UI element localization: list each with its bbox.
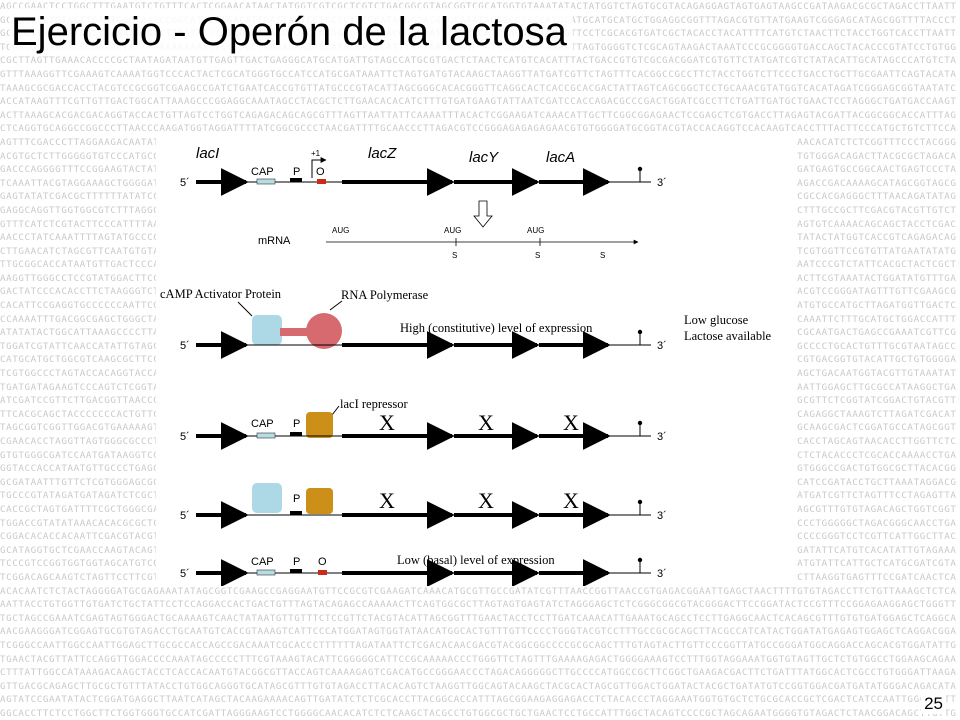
- blocked-x-lacy: X: [478, 488, 494, 513]
- stop-label-1: S: [452, 251, 457, 260]
- laci-repressor-label: lacI repressor: [340, 397, 409, 411]
- aug-label-1: AUG: [332, 226, 349, 235]
- basal-expression-row: CAP P O Low (basal) level of expression …: [180, 553, 667, 586]
- slide-title: Ejercicio - Operón de la lactosa: [9, 8, 573, 56]
- terminator-icon: [637, 166, 643, 172]
- cap-site-box: [256, 569, 276, 576]
- tss-plus1-label: +1: [311, 149, 321, 158]
- cap-label: CAP: [251, 418, 274, 430]
- low-expression-label: Low (basal) level of expression: [397, 553, 555, 567]
- repressor-bound-row: lacI repressor CAP P X X X 5´ 3´: [180, 397, 667, 450]
- cap-label: CAP: [251, 556, 274, 568]
- gene-label-lacz: lacZ: [368, 145, 397, 162]
- operon-diagram-svg: lacI lacZ lacY lacA +1 CAP P O 5´ 3´ mRN…: [160, 145, 772, 586]
- mrna-label: mRNA: [258, 235, 291, 247]
- activator-and-repressor-row: P X X X 5´ 3´: [180, 483, 667, 529]
- terminator-icon: [637, 499, 643, 505]
- terminator-icon: [637, 420, 643, 426]
- cap-label: CAP: [251, 166, 274, 178]
- promoter-box: [290, 432, 302, 436]
- lactose-available-label: Lactose available: [684, 329, 772, 343]
- promoter-label: P: [293, 556, 300, 568]
- promoter-box: [290, 178, 302, 182]
- repressor-pointer-line: [331, 405, 340, 416]
- five-prime-label: 5´: [180, 177, 190, 189]
- operator-label: O: [316, 166, 325, 178]
- camp-activator-label: cAMP Activator Protein: [160, 287, 282, 301]
- five-prime-label: 5´: [180, 340, 190, 352]
- gene-label-laca: lacA: [546, 149, 575, 166]
- aug-label-2: AUG: [444, 226, 461, 235]
- terminator-icon: [637, 329, 643, 335]
- operator-box: [317, 179, 326, 184]
- mrna-row: mRNA AUG AUG AUG S S S: [258, 226, 639, 260]
- promoter-box: [290, 569, 302, 573]
- stop-label-2: S: [535, 251, 540, 260]
- gene-label-laci: lacI: [196, 145, 219, 162]
- cap-site-box: [256, 432, 276, 439]
- aug-label-3: AUG: [527, 226, 544, 235]
- three-prime-label: 3´: [657, 568, 667, 580]
- rna-polymerase-blob: [306, 313, 342, 349]
- activator-pointer-line: [237, 301, 253, 317]
- low-glucose-label: Low glucose: [684, 313, 749, 327]
- blocked-x-lacz: X: [379, 488, 395, 513]
- polymerase-pointer-line: [329, 300, 343, 311]
- blocked-x-laca: X: [563, 410, 579, 435]
- blocked-x-laca: X: [563, 488, 579, 513]
- high-expression-row: cAMP Activator Protein RNA Polymerase Hi…: [160, 287, 772, 359]
- five-prime-label: 5´: [180, 568, 190, 580]
- three-prime-label: 3´: [657, 510, 667, 522]
- operator-label: O: [318, 556, 327, 568]
- five-prime-label: 5´: [180, 510, 190, 522]
- five-prime-label: 5´: [180, 431, 190, 443]
- three-prime-label: 3´: [657, 431, 667, 443]
- tss-arrow: [311, 157, 327, 178]
- high-expression-label: High (constitutive) level of expression: [400, 321, 593, 335]
- three-prime-label: 3´: [657, 340, 667, 352]
- blocked-x-lacz: X: [379, 410, 395, 435]
- stop-label-3: S: [600, 251, 605, 260]
- three-prime-label: 3´: [657, 177, 667, 189]
- blocked-x-lacy: X: [478, 410, 494, 435]
- laci-repressor-protein: [306, 412, 333, 438]
- promoter-label: P: [293, 418, 300, 430]
- polymerase-neck: [280, 328, 310, 336]
- promoter-label: P: [293, 166, 300, 178]
- operator-box: [318, 570, 327, 575]
- promoter-box: [290, 511, 302, 515]
- rna-polymerase-label: RNA Polymerase: [341, 288, 429, 302]
- camp-activator-protein: [252, 315, 282, 345]
- page-number: 25: [921, 694, 946, 714]
- terminator-icon: [637, 557, 643, 563]
- gene-label-lacy: lacY: [469, 149, 499, 166]
- laci-repressor-protein: [306, 488, 333, 514]
- promoter-label: P: [293, 493, 300, 505]
- cap-site-box: [256, 178, 276, 185]
- lac-operon-diagram: lacI lacZ lacY lacA +1 CAP P O 5´ 3´ mRN…: [156, 134, 796, 586]
- camp-activator-protein: [252, 483, 282, 513]
- transcription-down-arrow-icon: [473, 200, 493, 228]
- operon-map-row: lacI lacZ lacY lacA +1 CAP P O 5´ 3´: [180, 145, 667, 228]
